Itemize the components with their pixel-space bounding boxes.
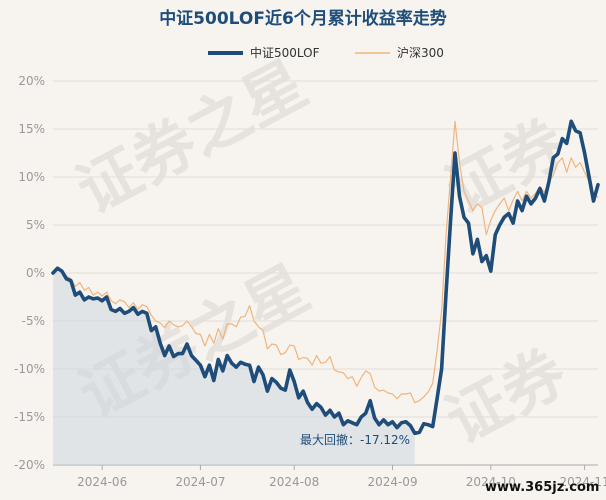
y-tick-label: 20%	[18, 74, 45, 88]
x-tick-label: 2024-10	[466, 475, 516, 489]
max-drawdown-label: 最大回撤：-17.12%	[300, 432, 410, 447]
watermark-text-4: 证券	[434, 335, 579, 458]
y-tick-label: -15%	[14, 410, 45, 424]
legend-label-fund: 中证500LOF	[250, 45, 320, 60]
y-tick-label: 10%	[18, 170, 45, 184]
plot-area	[51, 119, 600, 465]
x-tick-label: 2024-08	[269, 475, 319, 489]
legend: 中证500LOF 沪深300	[208, 45, 444, 60]
y-tick-label: -10%	[14, 362, 45, 376]
watermark-url: www.365jz.com	[485, 480, 599, 495]
y-tick-label: 15%	[18, 122, 45, 136]
series-line-hs300	[52, 120, 599, 404]
chart-title: 中证500LOF近6个月累计收益率走势	[159, 8, 447, 29]
series-line-fund	[51, 119, 600, 436]
x-tick-label: 2024-07	[175, 475, 225, 489]
x-tick-label: 2024-09	[367, 475, 417, 489]
legend-label-index: 沪深300	[397, 46, 444, 60]
y-tick-label: 5%	[26, 218, 45, 232]
y-tick-label: 0%	[26, 266, 45, 280]
y-tick-label: -5%	[22, 314, 45, 328]
watermark-text-1: 证券之星	[65, 47, 318, 228]
y-axis-ticks: 20% 15% 10% 5% 0% -5% -10% -15% -20%	[14, 74, 45, 472]
y-tick-label: -20%	[14, 458, 45, 472]
x-tick-label: 2024-11	[560, 475, 606, 489]
x-tick-label: 2024-06	[77, 475, 127, 489]
